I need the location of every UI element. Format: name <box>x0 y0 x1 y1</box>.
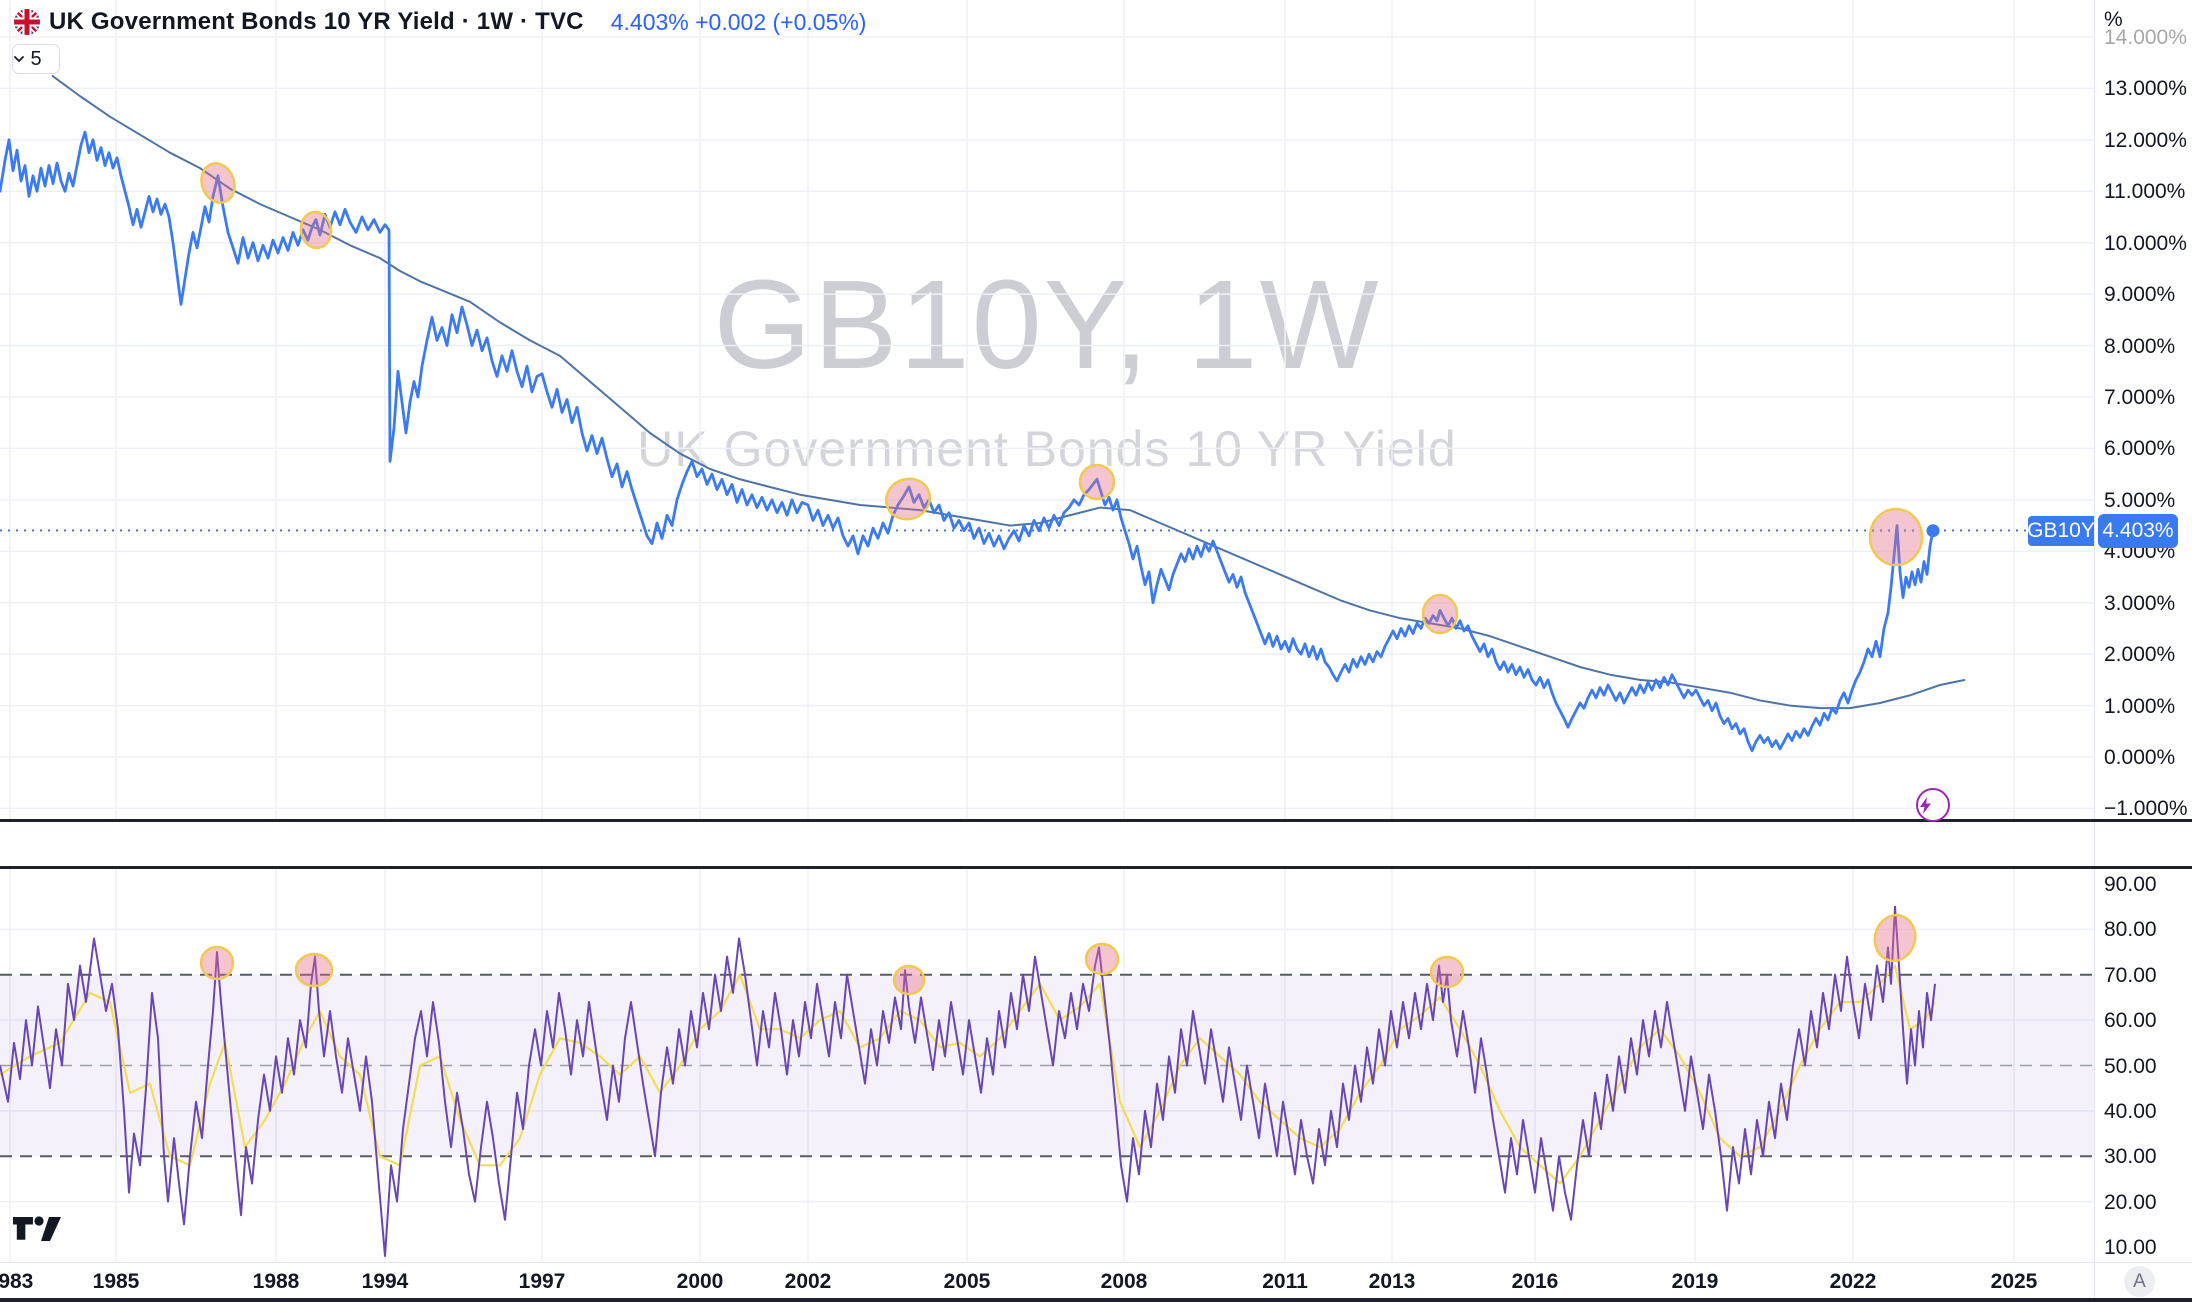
rsi-axis-tick: 30.00 <box>2104 1145 2157 1169</box>
price-axis-tick: 9.000% <box>2104 283 2176 307</box>
time-axis-label: 2025 <box>1990 1270 2038 1293</box>
time-axis-label: 2016 <box>1511 1270 1559 1293</box>
highlight-circle <box>884 477 932 521</box>
indicators-collapse-button[interactable]: 5 <box>12 44 60 74</box>
time-axis-label: 1994 <box>361 1270 409 1293</box>
rsi-axis-tick: 10.00 <box>2104 1236 2157 1259</box>
last-price-dot <box>1926 524 1940 538</box>
time-axis-label: 2013 <box>1368 1270 1416 1293</box>
rsi-axis-tick: 80.00 <box>2104 918 2157 942</box>
price-axis-tick: 3.000% <box>2104 591 2176 615</box>
highlight-circle <box>1873 913 1917 963</box>
last-price: 4.403% <box>610 8 689 35</box>
highlight-circle <box>1868 507 1924 567</box>
highlight-circle <box>294 952 334 988</box>
price-axis-unit: % <box>2104 8 2123 31</box>
uk-flag-icon <box>14 9 40 35</box>
time-axis-label: 2011 <box>1262 1270 1308 1293</box>
window-bottom-edge <box>0 1298 2192 1302</box>
time-axis-label: 1983 <box>0 1270 34 1293</box>
highlight-circle <box>1084 942 1120 976</box>
symbol-title[interactable]: UK Government Bonds 10 YR Yield · 1W · T… <box>49 8 584 35</box>
highlight-circle <box>200 162 236 204</box>
price-axis-border <box>2094 0 2095 1302</box>
rsi-ma-line <box>0 964 1936 1185</box>
rsi-axis-tick: 70.00 <box>2104 963 2157 987</box>
price-axis-tick: 8.000% <box>2104 334 2176 358</box>
price-axis-tick: 2.000% <box>2104 643 2176 667</box>
rsi-axis-tick: 50.00 <box>2104 1054 2157 1078</box>
price-axis-tick: 14.000% <box>2104 25 2187 49</box>
time-axis-label: 1988 <box>252 1270 300 1293</box>
time-axis-border <box>0 1262 2192 1263</box>
rsi-indicator-pane[interactable] <box>0 869 2094 1262</box>
highlight-circle <box>1429 955 1465 989</box>
price-axis-tick: 11.000% <box>2104 180 2186 204</box>
time-axis-label: 2022 <box>1829 1270 1877 1293</box>
lightning-mode-button[interactable] <box>1916 788 1950 822</box>
ma-line <box>51 74 1966 710</box>
price-axis-tick: 5.000% <box>2104 488 2176 512</box>
highlight-circle <box>199 945 235 981</box>
time-axis-label: 1997 <box>518 1270 566 1293</box>
last-price-and-change: 4.403% +0.002 (+0.05%) <box>611 9 867 36</box>
rsi-axis-tick: 60.00 <box>2104 1009 2157 1033</box>
indicator-count: 5 <box>30 47 42 70</box>
main-price-pane[interactable] <box>0 0 2094 819</box>
price-axis-tick: 6.000% <box>2104 437 2176 461</box>
time-axis-label: 2008 <box>1100 1270 1148 1293</box>
price-axis-tick: 7.000% <box>2104 385 2176 409</box>
price-axis-tick: 13.000% <box>2104 77 2187 101</box>
time-axis-label: 2019 <box>1671 1270 1719 1293</box>
watermark-symbol: GB10Y, 1W <box>713 254 1381 395</box>
time-axis-label: 2005 <box>943 1270 991 1293</box>
pane-separator-bottom[interactable] <box>0 866 2192 869</box>
pane-separator-top[interactable] <box>0 819 2192 822</box>
chevron-down-icon <box>14 56 24 63</box>
rsi-axis-tick: 40.00 <box>2104 1099 2157 1123</box>
highlight-circle <box>299 210 333 250</box>
highlight-circle <box>1421 593 1459 635</box>
time-axis-label: 1985 <box>92 1270 140 1293</box>
rsi-line <box>0 905 1936 1258</box>
price-axis-tick: 10.000% <box>2104 231 2187 255</box>
price-axis-value-label: 4.403% <box>2098 514 2178 548</box>
rsi-axis-tick: 90.00 <box>2104 873 2157 896</box>
lightning-icon <box>1920 796 1931 814</box>
chart-legend: UK Government Bonds 10 YR Yield · 1W · T… <box>14 8 866 36</box>
price-axis-tick: −1.000% <box>2104 797 2188 821</box>
price-change: +0.002 (+0.05%) <box>695 8 867 35</box>
price-axis-tick: 0.000% <box>2104 746 2176 769</box>
price-line-symbol-label: GB10Y <box>2027 516 2095 546</box>
highlight-circle <box>1078 463 1116 501</box>
price-line <box>0 130 1935 753</box>
time-axis-label: 2000 <box>676 1270 724 1293</box>
time-axis-label: 2002 <box>784 1270 832 1293</box>
rsi-axis-tick: 20.00 <box>2104 1190 2157 1214</box>
price-axis-tick: 1.000% <box>2104 694 2176 718</box>
highlight-circle <box>892 964 926 996</box>
price-axis-tick: 12.000% <box>2104 128 2187 152</box>
axis-settings-badge[interactable]: A <box>2124 1266 2155 1297</box>
